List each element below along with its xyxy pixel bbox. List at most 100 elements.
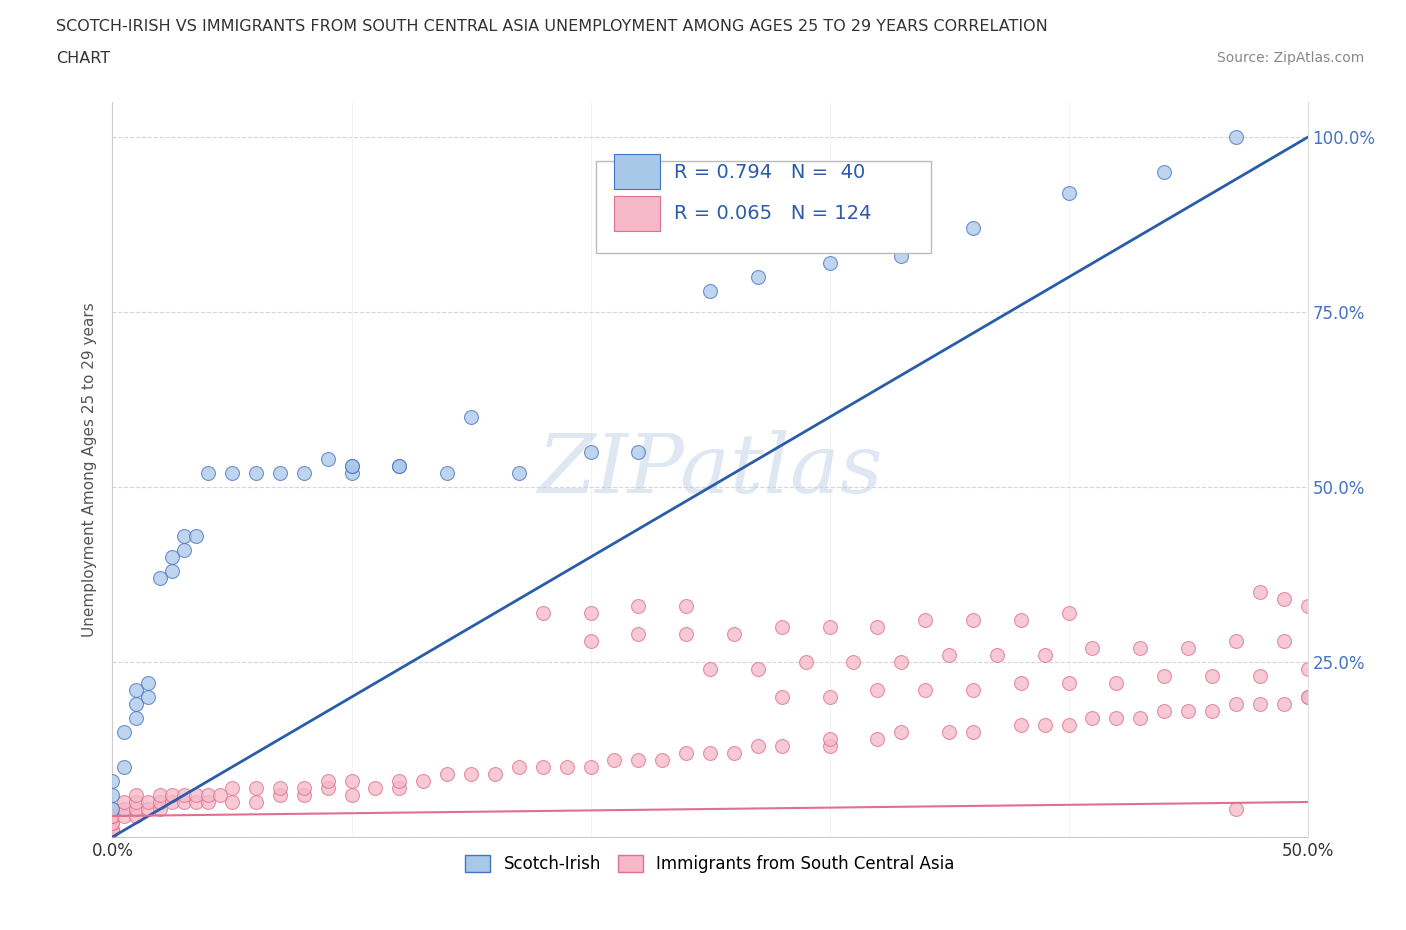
Point	[149, 794, 172, 809]
Point	[962, 683, 984, 698]
Point	[221, 794, 243, 809]
Point	[866, 619, 889, 634]
FancyBboxPatch shape	[614, 195, 659, 231]
Point	[316, 774, 339, 789]
Point	[101, 816, 124, 830]
Point	[962, 724, 984, 739]
Point	[603, 752, 626, 767]
Point	[1057, 675, 1080, 690]
Point	[340, 788, 363, 803]
Point	[866, 732, 889, 747]
Point	[1153, 669, 1175, 684]
Point	[114, 802, 135, 817]
Point	[627, 752, 650, 767]
Point	[138, 794, 160, 809]
Point	[340, 458, 363, 473]
Point	[531, 605, 554, 620]
Point	[866, 683, 889, 698]
Point	[101, 822, 124, 837]
Point	[938, 724, 960, 739]
Point	[114, 794, 135, 809]
Point	[125, 808, 148, 823]
Point	[1177, 704, 1199, 719]
Point	[1296, 690, 1319, 705]
Point	[436, 766, 458, 781]
Point	[460, 766, 482, 781]
Point	[1010, 718, 1032, 733]
Point	[125, 794, 148, 809]
Point	[1249, 697, 1271, 711]
Point	[747, 661, 769, 676]
Point	[531, 760, 554, 775]
Point	[269, 788, 291, 803]
Point	[818, 619, 841, 634]
Point	[101, 816, 124, 830]
Point	[818, 738, 841, 753]
Point	[699, 284, 721, 299]
Point	[1057, 605, 1080, 620]
Point	[1153, 165, 1175, 179]
Point	[221, 466, 243, 481]
Point	[1296, 599, 1319, 614]
Text: ZIPatlas: ZIPatlas	[537, 430, 883, 510]
Point	[245, 466, 267, 481]
Point	[579, 445, 602, 459]
Point	[579, 633, 602, 648]
Point	[364, 780, 387, 795]
Point	[101, 802, 124, 817]
Point	[818, 256, 841, 271]
Point	[699, 746, 721, 761]
Point	[508, 760, 530, 775]
Point	[890, 724, 912, 739]
Point	[1201, 669, 1223, 684]
Point	[114, 808, 135, 823]
Point	[675, 599, 697, 614]
Point	[818, 732, 841, 747]
Point	[269, 466, 291, 481]
Point	[209, 788, 232, 803]
Point	[316, 780, 339, 795]
Point	[125, 711, 148, 725]
Point	[579, 605, 602, 620]
Point	[162, 788, 183, 803]
Point	[1010, 613, 1032, 628]
Point	[770, 690, 793, 705]
Text: CHART: CHART	[56, 51, 110, 66]
Point	[1296, 690, 1319, 705]
Point	[1272, 697, 1295, 711]
Point	[101, 802, 124, 817]
Point	[1225, 130, 1247, 145]
Point	[1129, 711, 1152, 725]
Point	[221, 780, 243, 795]
Point	[842, 655, 865, 670]
Point	[101, 808, 124, 823]
Point	[138, 675, 160, 690]
Point	[1057, 718, 1080, 733]
Text: SCOTCH-IRISH VS IMMIGRANTS FROM SOUTH CENTRAL ASIA UNEMPLOYMENT AMONG AGES 25 TO: SCOTCH-IRISH VS IMMIGRANTS FROM SOUTH CE…	[56, 19, 1047, 33]
FancyBboxPatch shape	[596, 161, 931, 253]
Point	[962, 613, 984, 628]
Point	[794, 655, 817, 670]
Point	[340, 466, 363, 481]
Point	[340, 458, 363, 473]
Point	[114, 760, 135, 775]
Point	[1272, 591, 1295, 606]
Point	[1153, 704, 1175, 719]
Point	[114, 724, 135, 739]
Point	[699, 661, 721, 676]
Point	[962, 220, 984, 235]
Point	[460, 410, 482, 425]
Point	[186, 788, 208, 803]
Point	[1105, 675, 1128, 690]
Text: Source: ZipAtlas.com: Source: ZipAtlas.com	[1216, 51, 1364, 65]
Point	[292, 788, 315, 803]
Y-axis label: Unemployment Among Ages 25 to 29 years: Unemployment Among Ages 25 to 29 years	[82, 302, 97, 637]
FancyBboxPatch shape	[614, 153, 659, 189]
Point	[508, 466, 530, 481]
Point	[675, 627, 697, 642]
Point	[125, 683, 148, 698]
Point	[173, 788, 195, 803]
Point	[101, 808, 124, 823]
Point	[1010, 675, 1032, 690]
Point	[1249, 669, 1271, 684]
